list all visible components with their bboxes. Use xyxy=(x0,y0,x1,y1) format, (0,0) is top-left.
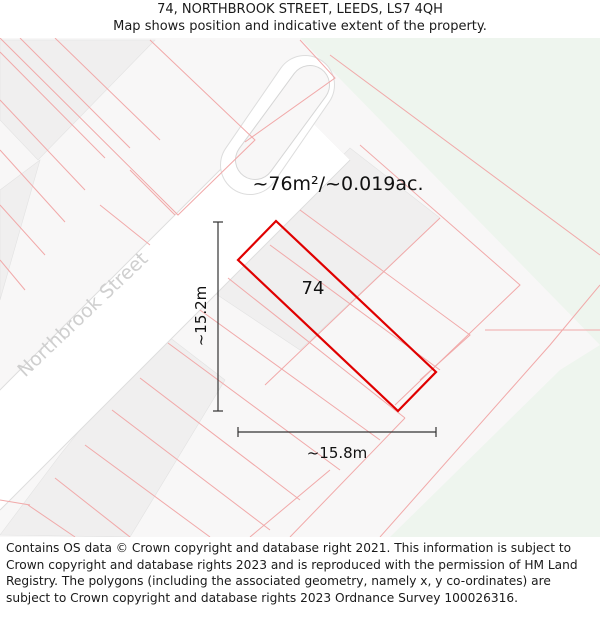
copyright-notice: Contains OS data © Crown copyright and d… xyxy=(6,541,578,605)
road-network xyxy=(0,55,351,511)
green-space xyxy=(300,38,600,537)
map-header: 74, NORTHBROOK STREET, LEEDS, LS7 4QH Ma… xyxy=(0,0,600,38)
area-label: ~76m²/~0.019ac. xyxy=(252,173,423,195)
property-address-title: 74, NORTHBROOK STREET, LEEDS, LS7 4QH xyxy=(157,2,443,17)
property-boundary-highlight[interactable] xyxy=(236,219,438,413)
width-dimension-label: ~15.8m xyxy=(307,444,368,462)
height-dimension-marker xyxy=(213,221,223,412)
plot-number-label: 74 xyxy=(302,278,325,299)
height-dimension-label: ~15.2m xyxy=(192,286,210,347)
buildings xyxy=(0,39,441,537)
map-subtitle: Map shows position and indicative extent… xyxy=(113,19,487,34)
width-dimension-marker xyxy=(237,427,437,437)
parcel-boundaries xyxy=(0,38,600,537)
property-map[interactable]: Northbrook Street ~76m²/~0.019ac. 74 ~15… xyxy=(0,38,600,537)
